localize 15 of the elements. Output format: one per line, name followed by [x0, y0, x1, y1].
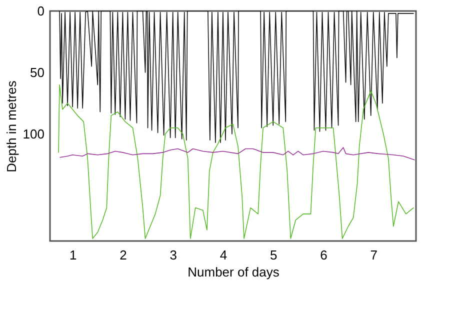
x-tick-label: 5 — [270, 248, 278, 262]
y-tick-label: 50 — [30, 64, 44, 80]
x-tick-label: 7 — [370, 248, 378, 262]
line-series — [58, 84, 414, 239]
line-series — [60, 147, 415, 160]
x-tick-label: 1 — [69, 248, 77, 262]
x-tick-label: 4 — [220, 248, 228, 262]
y-axis-title: Depth in metres — [4, 80, 19, 172]
x-tick-label: 6 — [320, 248, 328, 262]
x-axis-title: Number of days — [188, 264, 280, 280]
x-tick-label: 2 — [120, 248, 127, 262]
x-tick-label: 3 — [170, 248, 177, 262]
y-tick-label: 0 — [37, 4, 44, 18]
y-tick-label: 100 — [22, 126, 44, 142]
line-series — [59, 11, 414, 144]
